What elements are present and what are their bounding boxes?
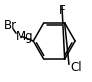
Text: Br: Br <box>4 19 17 32</box>
Text: Mg: Mg <box>16 30 33 43</box>
Text: Cl: Cl <box>71 61 82 74</box>
Text: F: F <box>59 4 65 17</box>
